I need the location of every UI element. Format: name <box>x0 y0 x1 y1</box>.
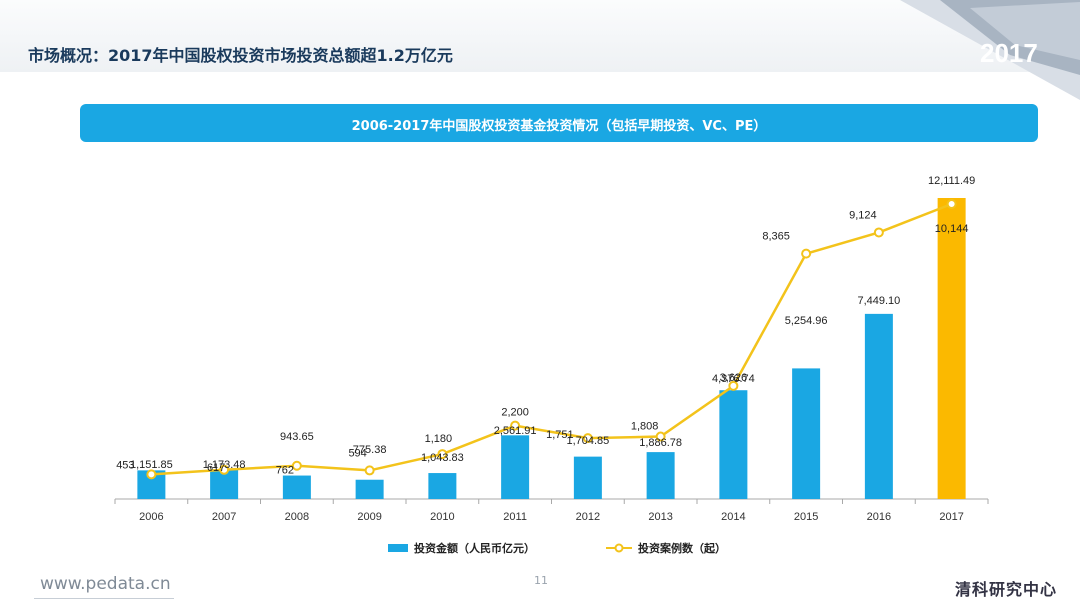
bar-value-label: 1,704.85 <box>566 435 609 447</box>
legend-line-swatch <box>606 543 632 553</box>
case-count-point-2007 <box>219 464 230 475</box>
case-count-point-2012 <box>582 433 593 444</box>
legend-label-amount: 投资金额（人民币亿元） <box>414 542 535 555</box>
x-tick-label: 2015 <box>794 511 818 523</box>
bar-2017 <box>937 198 966 499</box>
line-value-label: 1,808 <box>631 421 659 433</box>
chart: 2006 2007 2008 2009 2010 2011 2012 2013 2014 2015… <box>114 175 989 523</box>
slide-title: 市场概况：2017年中国股权投资市场投资总额超1.2万亿元 <box>28 46 453 65</box>
legend-item-amount: 投资金额（人民币亿元） <box>388 540 535 556</box>
x-tick-label: 2008 <box>285 511 309 523</box>
bar-value-label: 943.65 <box>280 431 314 443</box>
case-count-point-2010 <box>437 449 448 460</box>
bar-value-label: 7,449.10 <box>857 295 900 307</box>
line-value-label: 617 <box>207 462 225 474</box>
bar-2009 <box>355 479 384 499</box>
bar-value-label: 775.38 <box>353 444 387 456</box>
case-count-point-2013 <box>655 431 666 442</box>
case-count-point-2011 <box>510 420 521 431</box>
x-tick-label: 2016 <box>867 511 891 523</box>
year-badge: 2017 <box>980 38 1038 68</box>
line-value-label: 453 <box>116 459 134 471</box>
corner-decoration <box>900 0 1080 100</box>
legend-bar-swatch <box>388 544 408 552</box>
x-tick-label: 2009 <box>357 511 381 523</box>
x-tick-label: 2007 <box>212 511 236 523</box>
bar-2008 <box>282 475 311 499</box>
line-value-label: 3,626 <box>720 372 748 384</box>
bar-2014 <box>719 390 748 499</box>
bar-value-label: 1,043.83 <box>421 452 464 464</box>
x-tick-label: 2006 <box>139 511 163 523</box>
footer-divider <box>34 598 174 599</box>
line-value-label: 1,180 <box>425 433 453 445</box>
legend-label-count: 投资案例数（起） <box>638 542 726 555</box>
x-tick-label: 2011 <box>503 511 527 523</box>
bar-value-label: 4,376.74 <box>712 373 755 385</box>
case-count-line <box>151 202 953 476</box>
bar-2015 <box>792 368 821 499</box>
bar-2013 <box>646 452 675 499</box>
case-count-point-2009 <box>364 465 375 476</box>
bar-2010 <box>428 473 457 499</box>
x-tick-label: 2014 <box>721 511 745 523</box>
header-band <box>0 0 1080 72</box>
bar-value-label: 1,886.78 <box>639 437 682 449</box>
legend-item-count: 投资案例数（起） <box>606 540 726 556</box>
case-count-point-2006 <box>146 469 157 480</box>
line-value-label: 9,124 <box>849 209 877 221</box>
bar-value-label: 1,151.85 <box>130 459 173 471</box>
x-tick-label: 2013 <box>648 511 672 523</box>
bar-2011 <box>501 435 530 499</box>
brand-logo-text: 清科研究中心 <box>955 580 1058 599</box>
case-count-point-2015 <box>801 248 812 259</box>
line-value-label: 1,751 <box>546 429 574 441</box>
line-value-label: 2,200 <box>501 407 529 419</box>
footer-url[interactable]: www.pedata.cn <box>40 574 171 594</box>
chart-title-banner: 2006-2017年中国股权投资基金投资情况（包括早期投资、VC、PE） <box>80 104 1038 142</box>
x-tick-label: 2012 <box>576 511 600 523</box>
case-count-point-2014 <box>728 380 739 391</box>
bar-2012 <box>573 456 602 499</box>
line-value-label: 762 <box>276 465 294 477</box>
x-tick-label: 2010 <box>430 511 454 523</box>
case-count-point-2008 <box>291 460 302 471</box>
line-value-label: 594 <box>348 447 366 459</box>
bar-value-label: 12,111.49 <box>928 175 975 187</box>
line-value-label: 10,144 <box>935 223 969 235</box>
bar-value-label: 5,254.96 <box>785 315 828 327</box>
bar-value-label: 1,173.48 <box>203 459 246 471</box>
x-tick-label: 2017 <box>939 511 963 523</box>
page-number: 11 <box>534 574 548 587</box>
bar-2016 <box>864 313 893 499</box>
case-count-point-2017 <box>946 199 957 209</box>
chart-title: 2006-2017年中国股权投资基金投资情况（包括早期投资、VC、PE） <box>351 119 767 134</box>
legend: 投资金额（人民币亿元） 投资案例数（起） <box>0 540 1080 560</box>
bar-value-label: 2,561.91 <box>494 425 537 437</box>
line-value-label: 8,365 <box>762 231 790 243</box>
case-count-point-2016 <box>873 227 884 238</box>
